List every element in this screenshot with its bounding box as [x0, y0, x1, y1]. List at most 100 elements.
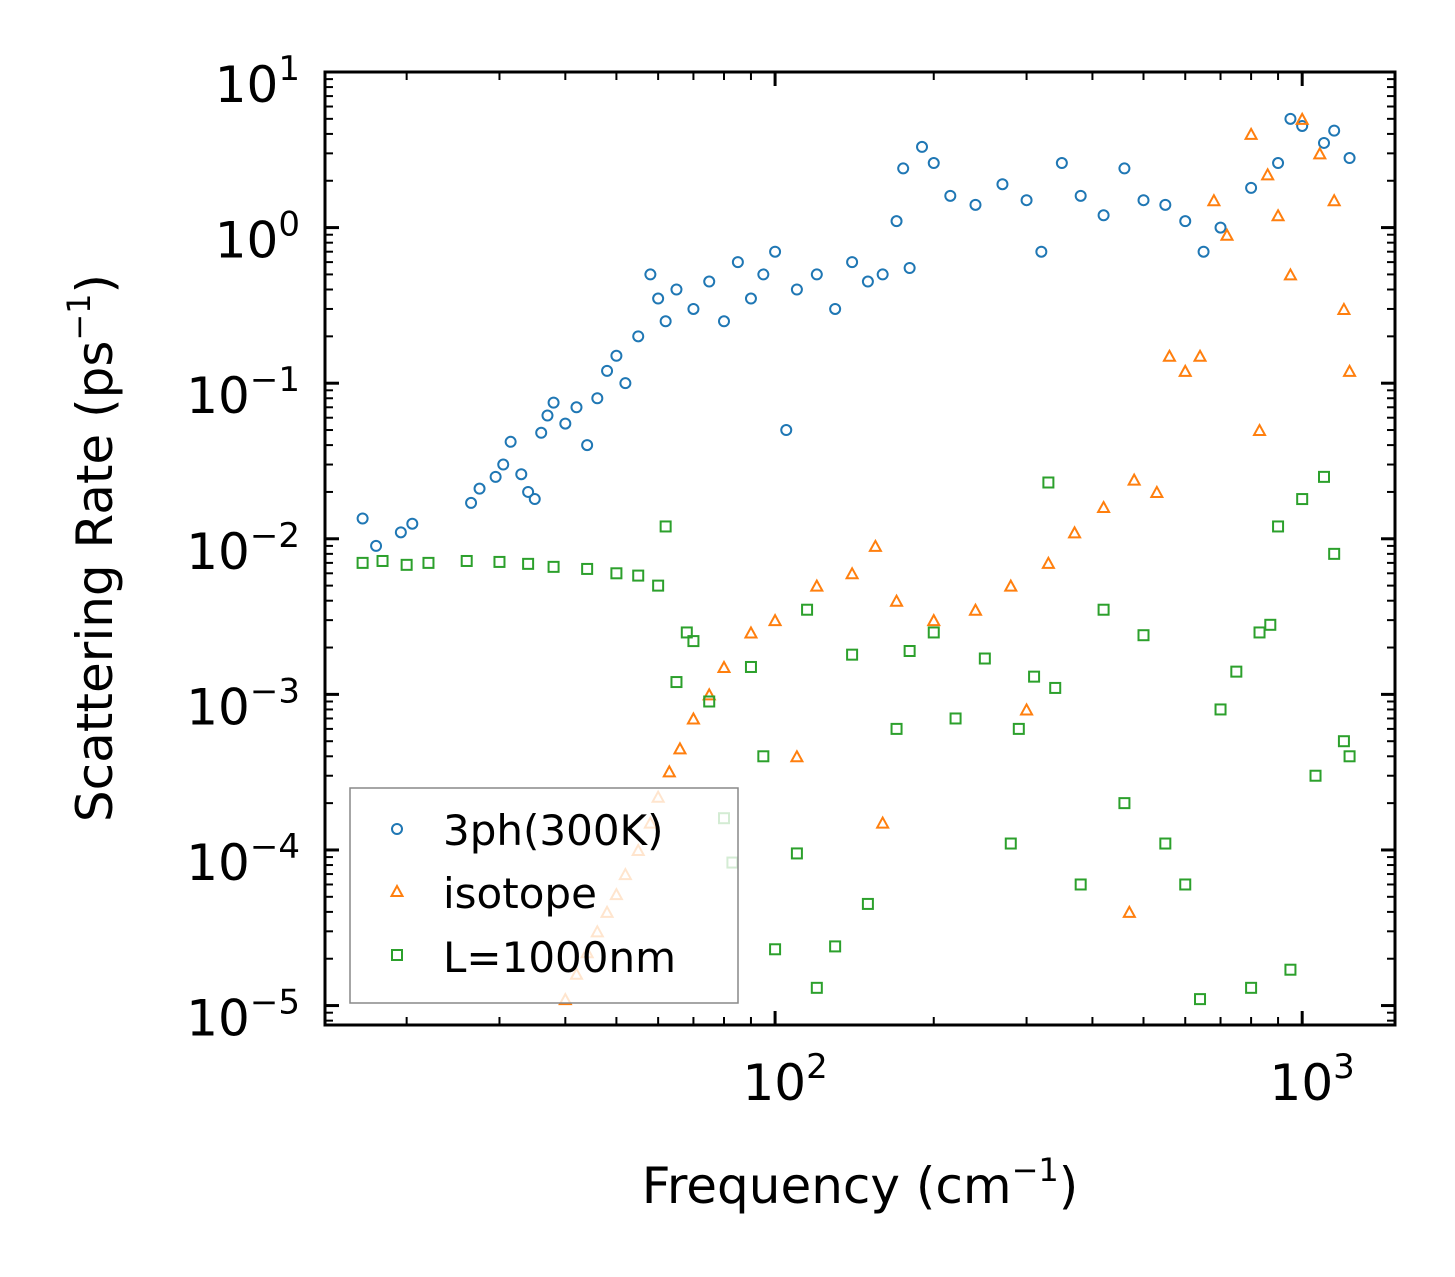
- series-0-point-20: [610, 349, 623, 362]
- series-2-point-28: [949, 712, 962, 725]
- series-1-point-17: [809, 578, 825, 592]
- series-0-point-30: [731, 256, 744, 269]
- series-0-point-66: [1343, 152, 1356, 165]
- series-2-point-6: [522, 557, 535, 570]
- series-1-point-20: [889, 593, 904, 607]
- series-1-point-43: [1342, 363, 1357, 377]
- series-2-point-23: [829, 940, 842, 953]
- x-tick-label-2: 102: [742, 1047, 827, 1112]
- series-0-point-3: [406, 517, 419, 530]
- series-1-point-32: [1206, 193, 1222, 207]
- series-2-point-57: [680, 626, 693, 639]
- series-0-point-18: [591, 392, 604, 405]
- legend-3ph-label: 3ph(300K): [443, 806, 663, 855]
- x-axis-title: Frequency (cm−1): [642, 1151, 1079, 1215]
- series-2-point-42: [1245, 981, 1258, 994]
- legend-boundary-marker: [391, 949, 403, 961]
- series-0-point-24: [652, 292, 665, 305]
- series-0-point-42: [897, 162, 910, 175]
- series-1-point-28: [1149, 484, 1165, 498]
- series-0-point-56: [1159, 198, 1172, 211]
- series-2-point-15: [703, 695, 716, 708]
- series-1-point-42: [1336, 301, 1352, 315]
- series-2-point-46: [1284, 963, 1297, 976]
- series-1-point-45: [875, 815, 890, 829]
- y-tick-label-−4: 10−4: [186, 827, 300, 892]
- series-2-point-21: [790, 847, 803, 860]
- series-1-point-40: [1312, 146, 1327, 160]
- series-2-point-29: [978, 652, 991, 665]
- legend: 3ph(300K) isotope L=1000nm: [349, 787, 739, 1004]
- series-2-point-48: [1309, 769, 1322, 782]
- series-0-point-43: [903, 261, 916, 274]
- y-tick-label-1: 101: [215, 49, 300, 114]
- series-2-point-36: [1137, 629, 1150, 642]
- series-0-point-45: [927, 157, 940, 170]
- series-0-point-52: [1074, 189, 1087, 202]
- series-2-point-19: [757, 750, 770, 763]
- series-2-point-9: [610, 567, 623, 580]
- series-1-point-16: [767, 613, 783, 627]
- series-0-point-16: [570, 401, 583, 414]
- tick-labels: 102 103 101 100 10−1 10−2 10−3 10−4 10−5: [186, 49, 1355, 1112]
- series-0-point-34: [780, 424, 793, 437]
- legend-box: [349, 787, 739, 1004]
- series-2-point-3: [422, 556, 435, 569]
- series-0-point-37: [829, 302, 842, 315]
- series-2-point-52: [1343, 750, 1356, 763]
- series-0-point-32: [757, 268, 770, 281]
- series-2-point-26: [890, 722, 903, 735]
- series-0-point-54: [1118, 162, 1131, 175]
- series-2-point-7: [547, 560, 560, 573]
- series-1-point-12: [686, 711, 701, 725]
- series-0-point-14: [547, 396, 560, 409]
- series-0-point-29: [717, 315, 730, 328]
- series-0-point-27: [687, 302, 700, 315]
- y-tick-label-0: 100: [215, 205, 300, 270]
- series-0-point-63: [1296, 119, 1309, 132]
- series-0-point-41: [890, 215, 903, 228]
- series-2-point-20: [769, 943, 782, 956]
- series-0-point-25: [659, 315, 672, 328]
- series-0-point-31: [744, 292, 757, 305]
- series-2-point-10: [632, 569, 645, 582]
- series-1-point-29: [1162, 348, 1177, 362]
- series-0: [356, 112, 1356, 552]
- series-0-point-39: [861, 275, 874, 288]
- series-1-point-24: [1041, 555, 1056, 569]
- series-0-point-10: [522, 485, 535, 498]
- series-2: [356, 470, 1356, 1006]
- series-1-point-13: [702, 687, 717, 701]
- series-0-point-48: [996, 178, 1009, 191]
- series-2-point-30: [1004, 837, 1017, 850]
- series-2-point-33: [1074, 878, 1087, 891]
- series-1-point-22: [968, 602, 983, 616]
- series-0-point-40: [876, 268, 889, 281]
- series-1-point-21: [926, 613, 941, 627]
- series-1-point-36: [1260, 167, 1275, 181]
- series-0-point-28: [703, 275, 716, 288]
- series-0-point-4: [465, 496, 478, 509]
- series-1-point-10: [662, 764, 677, 778]
- series-1-point-14: [716, 659, 732, 673]
- series-0-point-65: [1328, 124, 1341, 137]
- series-0-point-7: [497, 458, 510, 471]
- series-0-point-2: [394, 526, 407, 539]
- x-tick-label-3: 103: [1270, 1047, 1355, 1112]
- series-2-point-13: [670, 676, 683, 689]
- series-2-point-43: [1253, 626, 1266, 639]
- series-0-point-36: [810, 268, 823, 281]
- series-0-point-12: [535, 426, 548, 439]
- series-0-point-17: [581, 439, 594, 452]
- series-1-point-47: [1019, 702, 1034, 716]
- series-0-point-53: [1097, 209, 1110, 222]
- series-2-point-53: [1042, 476, 1055, 489]
- y-tick-label-−3: 10−3: [186, 671, 300, 736]
- series-1-point-35: [1252, 422, 1267, 437]
- series-1-point-30: [1178, 363, 1193, 377]
- series-0-point-19: [601, 364, 614, 377]
- series-2-point-14: [687, 635, 700, 648]
- y-tick-label-−2: 10−2: [186, 516, 300, 581]
- legend-isotope-label: isotope: [443, 869, 597, 918]
